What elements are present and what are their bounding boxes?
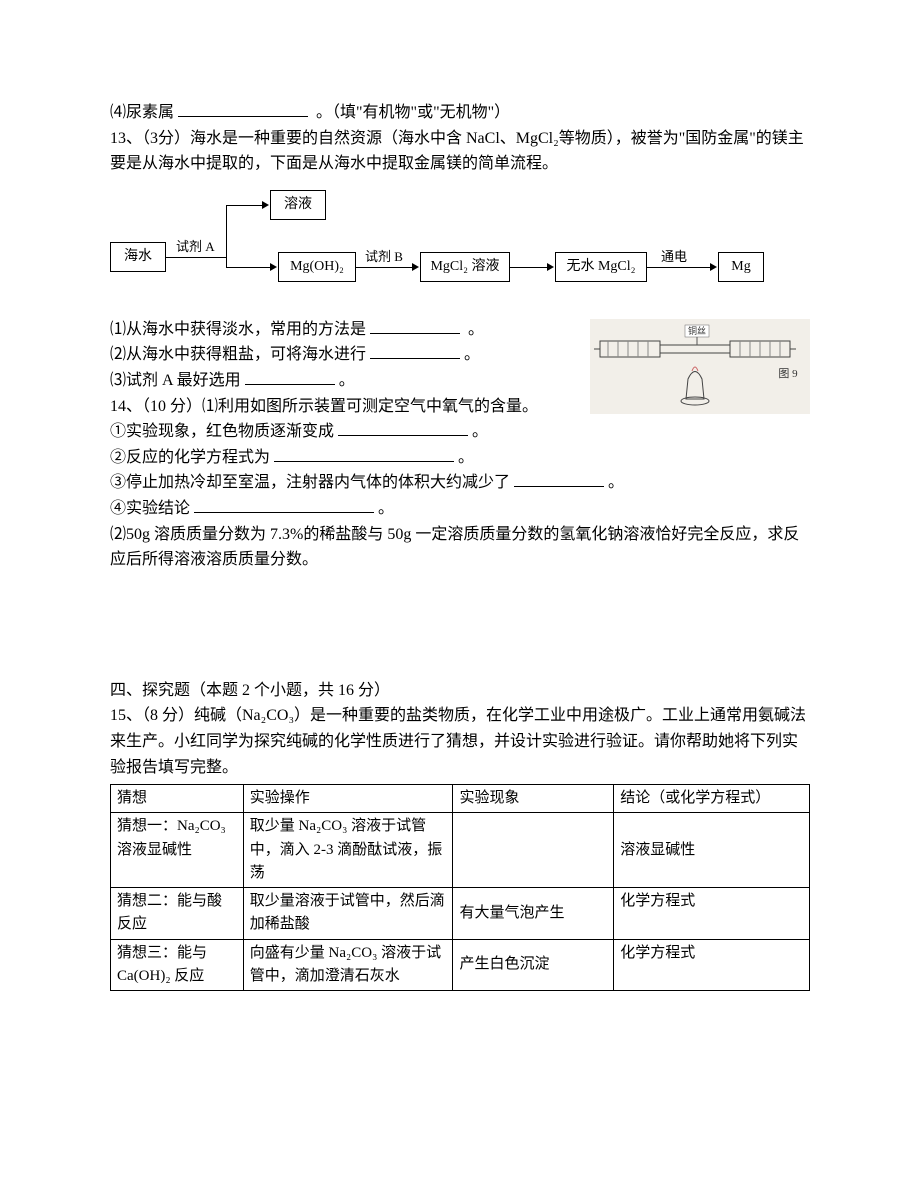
q13-s1-tail: 。 bbox=[468, 321, 484, 338]
arrow-head-icon bbox=[262, 201, 269, 209]
q14-l4: ④实验结论 。 bbox=[110, 496, 810, 522]
th-op: 实验操作 bbox=[243, 785, 453, 813]
th-guess: 猜想 bbox=[111, 785, 244, 813]
label-reagent-b: 试剂 B bbox=[365, 247, 403, 268]
table-row: 猜想三：能与 Ca(OH)₂ 反应 向盛有少量 Na₂CO₃ 溶液于试管中，滴加… bbox=[111, 939, 810, 991]
flow-line bbox=[226, 205, 262, 206]
q13-s2-blank[interactable] bbox=[370, 358, 460, 359]
q15-intro: 15、（8 分）纯碱（Na₂CO₃）是一种重要的盐类物质，在化学工业中用途极广。… bbox=[110, 703, 810, 780]
q14-l2-tail: 。 bbox=[458, 449, 474, 466]
q13-s1-text: ⑴从海水中获得淡水，常用的方法是 bbox=[110, 321, 366, 338]
q14-l2: ②反应的化学方程式为 。 bbox=[110, 445, 810, 471]
q14-l1-text: ①实验现象，红色物质逐渐变成 bbox=[110, 423, 334, 440]
q14-l2-text: ②反应的化学方程式为 bbox=[110, 449, 270, 466]
node-seawater: 海水 bbox=[110, 242, 166, 272]
q14-l3-tail: 。 bbox=[608, 474, 624, 491]
table-header-row: 猜想 实验操作 实验现象 结论（或化学方程式） bbox=[111, 785, 810, 813]
q15-table: 猜想 实验操作 实验现象 结论（或化学方程式） 猜想一：Na₂CO₃ 溶液显碱性… bbox=[110, 784, 810, 991]
flow-line bbox=[166, 257, 226, 258]
q13-intro: 13、（3分）海水是一种重要的自然资源（海水中含 NaCl、MgCl₂等物质），… bbox=[110, 126, 810, 177]
arrow-head-icon bbox=[412, 263, 419, 271]
node-mg: Mg bbox=[718, 252, 764, 282]
q14-l4-blank[interactable] bbox=[194, 512, 374, 513]
arrow-head-icon bbox=[547, 263, 554, 271]
q13-s1-blank[interactable] bbox=[370, 333, 460, 334]
flow-line bbox=[356, 267, 412, 268]
th-conclusion: 结论（或化学方程式） bbox=[614, 785, 810, 813]
q13-flowchart: 海水 溶液 Mg(OH)₂ MgCl₂ 溶液 无水 MgCl₂ Mg 试剂 A … bbox=[110, 182, 810, 307]
q12-s4-text: ⑷尿素属 bbox=[110, 104, 174, 121]
q12-s4-tail: 。（填"有机物"或"无机物"） bbox=[316, 104, 510, 121]
q14-l3-text: ③停止加热冷却至室温，注射器内气体的体积大约减少了 bbox=[110, 474, 510, 491]
cell-op3: 向盛有少量 Na₂CO₃ 溶液于试管中，滴加澄清石灰水 bbox=[243, 939, 453, 991]
q14-l1-blank[interactable] bbox=[338, 435, 468, 436]
flow-line bbox=[226, 267, 270, 268]
label-reagent-a: 试剂 A bbox=[176, 237, 215, 258]
apparatus-svg: 铜丝 图 9 bbox=[590, 319, 810, 414]
cell-c1: 溶液显碱性 bbox=[614, 813, 810, 888]
svg-text:图 9: 图 9 bbox=[778, 367, 798, 380]
node-solution: 溶液 bbox=[270, 190, 326, 220]
apparatus-figure: 铜丝 图 9 bbox=[590, 319, 810, 414]
table-row: 猜想一：Na₂CO₃ 溶液显碱性 取少量 Na₂CO₃ 溶液于试管中，滴入 2-… bbox=[111, 813, 810, 888]
q14-l1-tail: 。 bbox=[472, 423, 488, 440]
cell-ph3: 产生白色沉淀 bbox=[453, 939, 614, 991]
cell-g2: 猜想二：能与酸反应 bbox=[111, 888, 244, 940]
q14-l4-text: ④实验结论 bbox=[110, 500, 190, 517]
q14-l1: ①实验现象，红色物质逐渐变成 。 bbox=[110, 419, 810, 445]
svg-text:铜丝: 铜丝 bbox=[688, 325, 706, 336]
label-elec: 通电 bbox=[661, 247, 687, 268]
q13-q14-block: 铜丝 图 9 ⑴从海水中获得淡水，常用的方法是 。 ⑵从海水中获得粗盐，可将海水… bbox=[110, 317, 810, 573]
q13-s3-tail: 。 bbox=[339, 372, 355, 389]
flow-line bbox=[226, 205, 227, 267]
work-space bbox=[110, 573, 810, 678]
q13-s3-blank[interactable] bbox=[245, 384, 335, 385]
th-phenom: 实验现象 bbox=[453, 785, 614, 813]
q14-l2-blank[interactable] bbox=[274, 461, 454, 462]
q12-sub4: ⑷尿素属 。（填"有机物"或"无机物"） bbox=[110, 100, 810, 126]
arrow-head-icon bbox=[710, 263, 717, 271]
q14-l3: ③停止加热冷却至室温，注射器内气体的体积大约减少了 。 bbox=[110, 470, 810, 496]
cell-c2[interactable]: 化学方程式 bbox=[614, 888, 810, 940]
cell-ph2: 有大量气泡产生 bbox=[453, 888, 614, 940]
q14-p2: ⑵50g 溶质质量分数为 7.3%的稀盐酸与 50g 一定溶质质量分数的氢氧化钠… bbox=[110, 522, 810, 573]
q13-s2-text: ⑵从海水中获得粗盐，可将海水进行 bbox=[110, 346, 366, 363]
flow-line bbox=[647, 267, 710, 268]
q14-l4-tail: 。 bbox=[378, 500, 394, 517]
arrow-head-icon bbox=[270, 263, 277, 271]
node-mgcl2-sol: MgCl₂ 溶液 bbox=[420, 252, 510, 282]
cell-ph1[interactable] bbox=[453, 813, 614, 888]
cell-op2: 取少量溶液于试管中，然后滴加稀盐酸 bbox=[243, 888, 453, 940]
node-anhy-mgcl2: 无水 MgCl₂ bbox=[555, 252, 647, 282]
node-mgoh2: Mg(OH)₂ bbox=[278, 252, 356, 282]
q12-s4-blank[interactable] bbox=[178, 116, 308, 117]
cell-op1: 取少量 Na₂CO₃ 溶液于试管中，滴入 2-3 滴酚酞试液，振荡 bbox=[243, 813, 453, 888]
q13-s3-text: ⑶试剂 A 最好选用 bbox=[110, 372, 241, 389]
table-row: 猜想二：能与酸反应 取少量溶液于试管中，然后滴加稀盐酸 有大量气泡产生 化学方程… bbox=[111, 888, 810, 940]
q13-s2-tail: 。 bbox=[464, 346, 480, 363]
q14-l3-blank[interactable] bbox=[514, 486, 604, 487]
cell-g3: 猜想三：能与 Ca(OH)₂ 反应 bbox=[111, 939, 244, 991]
section4-title: 四、探究题（本题 2 个小题，共 16 分） bbox=[110, 678, 810, 704]
cell-c3[interactable]: 化学方程式 bbox=[614, 939, 810, 991]
cell-g1: 猜想一：Na₂CO₃ 溶液显碱性 bbox=[111, 813, 244, 888]
flow-line bbox=[510, 267, 547, 268]
